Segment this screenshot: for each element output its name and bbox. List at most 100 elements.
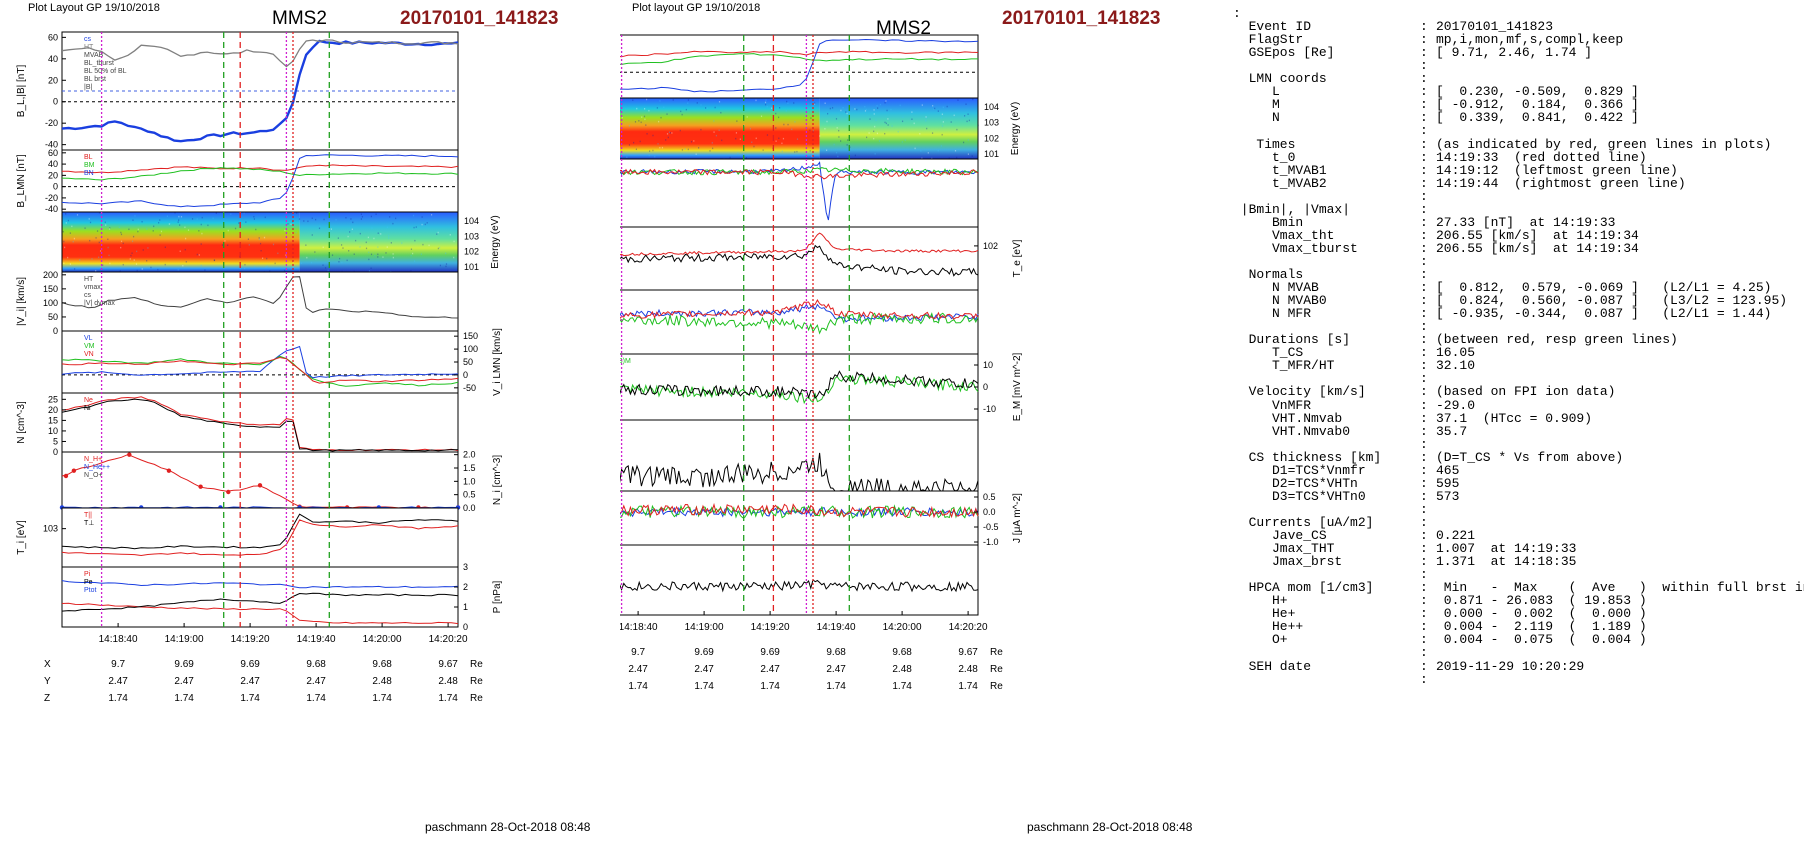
legend-entry: Pi: [84, 571, 91, 578]
spectrogram-pixel: [865, 108, 867, 111]
spectrogram-pixel: [869, 118, 871, 120]
tick-label: 5: [53, 436, 58, 446]
tick-label: 1: [463, 602, 468, 612]
spectrogram-pixel: [410, 254, 412, 257]
series-v: [61, 276, 459, 319]
spectrogram-pixel: [775, 112, 777, 115]
spectrogram-pixel: [120, 231, 122, 234]
summary-value: [ 0.824, 0.560, -0.087 ] (L3/L2 = 123.95…: [1436, 293, 1788, 309]
tick-label: -20: [45, 118, 58, 128]
spectrogram-pixel: [142, 249, 144, 251]
series-vexbm: [620, 370, 979, 400]
spectrogram-pixel: [877, 107, 879, 109]
spectrogram-pixel: [146, 259, 148, 262]
spectrogram-pixel: [374, 254, 376, 257]
tick-label: 15: [48, 415, 58, 425]
spectrogram-pixel: [753, 145, 755, 148]
spectrogram-pixel: [169, 222, 172, 225]
spectrogram-pixel: [377, 256, 379, 258]
spectrogram-pixel: [644, 118, 646, 121]
spectrogram-pixel: [827, 112, 829, 115]
position-unit: Re: [470, 676, 483, 687]
spectrogram-pixel: [814, 102, 816, 104]
spectrogram-pixel: [109, 227, 111, 229]
spectrogram-pixel: [69, 232, 71, 234]
tick-label: 102: [464, 247, 479, 257]
tick-label: 200: [43, 270, 58, 280]
spectrogram-pixel: [901, 141, 903, 143]
spectrogram-pixel: [324, 267, 327, 269]
summary-key: Jmax_brst: [1233, 554, 1343, 570]
spectrogram-pixel: [941, 116, 943, 119]
position-value: 9.68: [372, 659, 392, 670]
summary-key: He++: [1233, 619, 1304, 635]
summary-key: t_MVAB1: [1233, 162, 1327, 178]
spectrogram-pixel: [178, 219, 180, 221]
spectrogram-hot-region: [299, 212, 458, 272]
spectrogram-pixel: [884, 121, 886, 124]
spectrogram-pixel: [720, 111, 722, 114]
spectrogram-pixel: [684, 148, 686, 150]
summary-value: 14:19:12 (leftmost green line): [1436, 162, 1678, 178]
spectrogram-pixel: [829, 107, 831, 110]
tick-label: 60: [48, 148, 58, 158]
spectrogram-pixel: [932, 105, 934, 107]
spectrogram-pixel: [713, 131, 715, 133]
spectrogram-pixel: [213, 259, 216, 262]
panel-j: 1.21.00.80.60.40.2|J| [μA m^-2]|J|: [620, 419, 979, 493]
position-value: 9.7: [631, 647, 645, 658]
summary-value: 1.007 at 14:19:33: [1436, 541, 1577, 557]
spectrogram-pixel: [253, 265, 256, 268]
spectrogram-pixel: [971, 155, 973, 157]
position-unit: Re: [990, 647, 1003, 658]
spectrogram-pixel: [760, 115, 763, 118]
legend-entry: vmax: [84, 284, 101, 291]
spectrogram-pixel: [925, 116, 927, 118]
position-value: 1.74: [438, 693, 458, 704]
summary-value: 35.7: [1436, 423, 1468, 439]
summary-key: t_0: [1233, 149, 1296, 165]
spectrogram-pixel: [339, 257, 341, 260]
tick-label: 3: [463, 562, 468, 572]
spectrogram-pixel: [921, 157, 923, 160]
time-tick-label: 14:19:00: [685, 622, 724, 633]
spectrogram-pixel: [735, 132, 738, 134]
spectrogram-pixel: [213, 259, 216, 261]
position-unit: Re: [990, 664, 1003, 675]
spectrogram-pixel: [120, 233, 123, 236]
spectrogram-pixel: [314, 251, 316, 253]
spectrogram-pixel: [897, 130, 899, 133]
spectrogram-pixel: [253, 215, 255, 218]
legend-entry: N_He++: [84, 464, 110, 471]
spectrogram-pixel: [953, 114, 955, 117]
position-value: 1.74: [628, 681, 648, 692]
tick-label: -40: [45, 140, 58, 150]
summary-colon: :: [1420, 501, 1428, 517]
spectrogram-pixel: [69, 263, 72, 265]
spectrogram-pixel: [967, 139, 969, 141]
spectrogram-pixel: [643, 115, 646, 118]
series-bm: [620, 53, 978, 65]
tick-label: -1.0: [983, 537, 999, 547]
summary-colon: :: [1420, 136, 1428, 152]
spectrogram-pixel: [152, 230, 154, 232]
spectrogram-pixel: [749, 127, 752, 130]
spectrogram-pixel: [265, 266, 267, 268]
spectrogram-pixel: [755, 99, 757, 102]
spectrogram-pixel: [259, 242, 262, 245]
spectrogram-pixel: [98, 256, 100, 259]
spectrogram-pixel: [76, 214, 79, 216]
spectrogram-pixel: [295, 231, 297, 234]
spectrogram-pixel: [311, 234, 313, 236]
summary-key: N MVAB0: [1233, 293, 1327, 309]
spectrogram-pixel: [65, 213, 67, 215]
panel-frame: [620, 353, 979, 421]
summary-key: Durations [s]: [1233, 332, 1351, 348]
spectrogram-pixel: [274, 262, 276, 265]
spectrogram-pixel: [963, 115, 966, 117]
spectrogram-pixel: [128, 228, 130, 231]
legend-entry: Ne: [84, 397, 93, 404]
position-value: 9.68: [826, 647, 846, 658]
spectrogram-pixel: [711, 142, 713, 144]
time-tick-label: 14:19:20: [751, 622, 790, 633]
